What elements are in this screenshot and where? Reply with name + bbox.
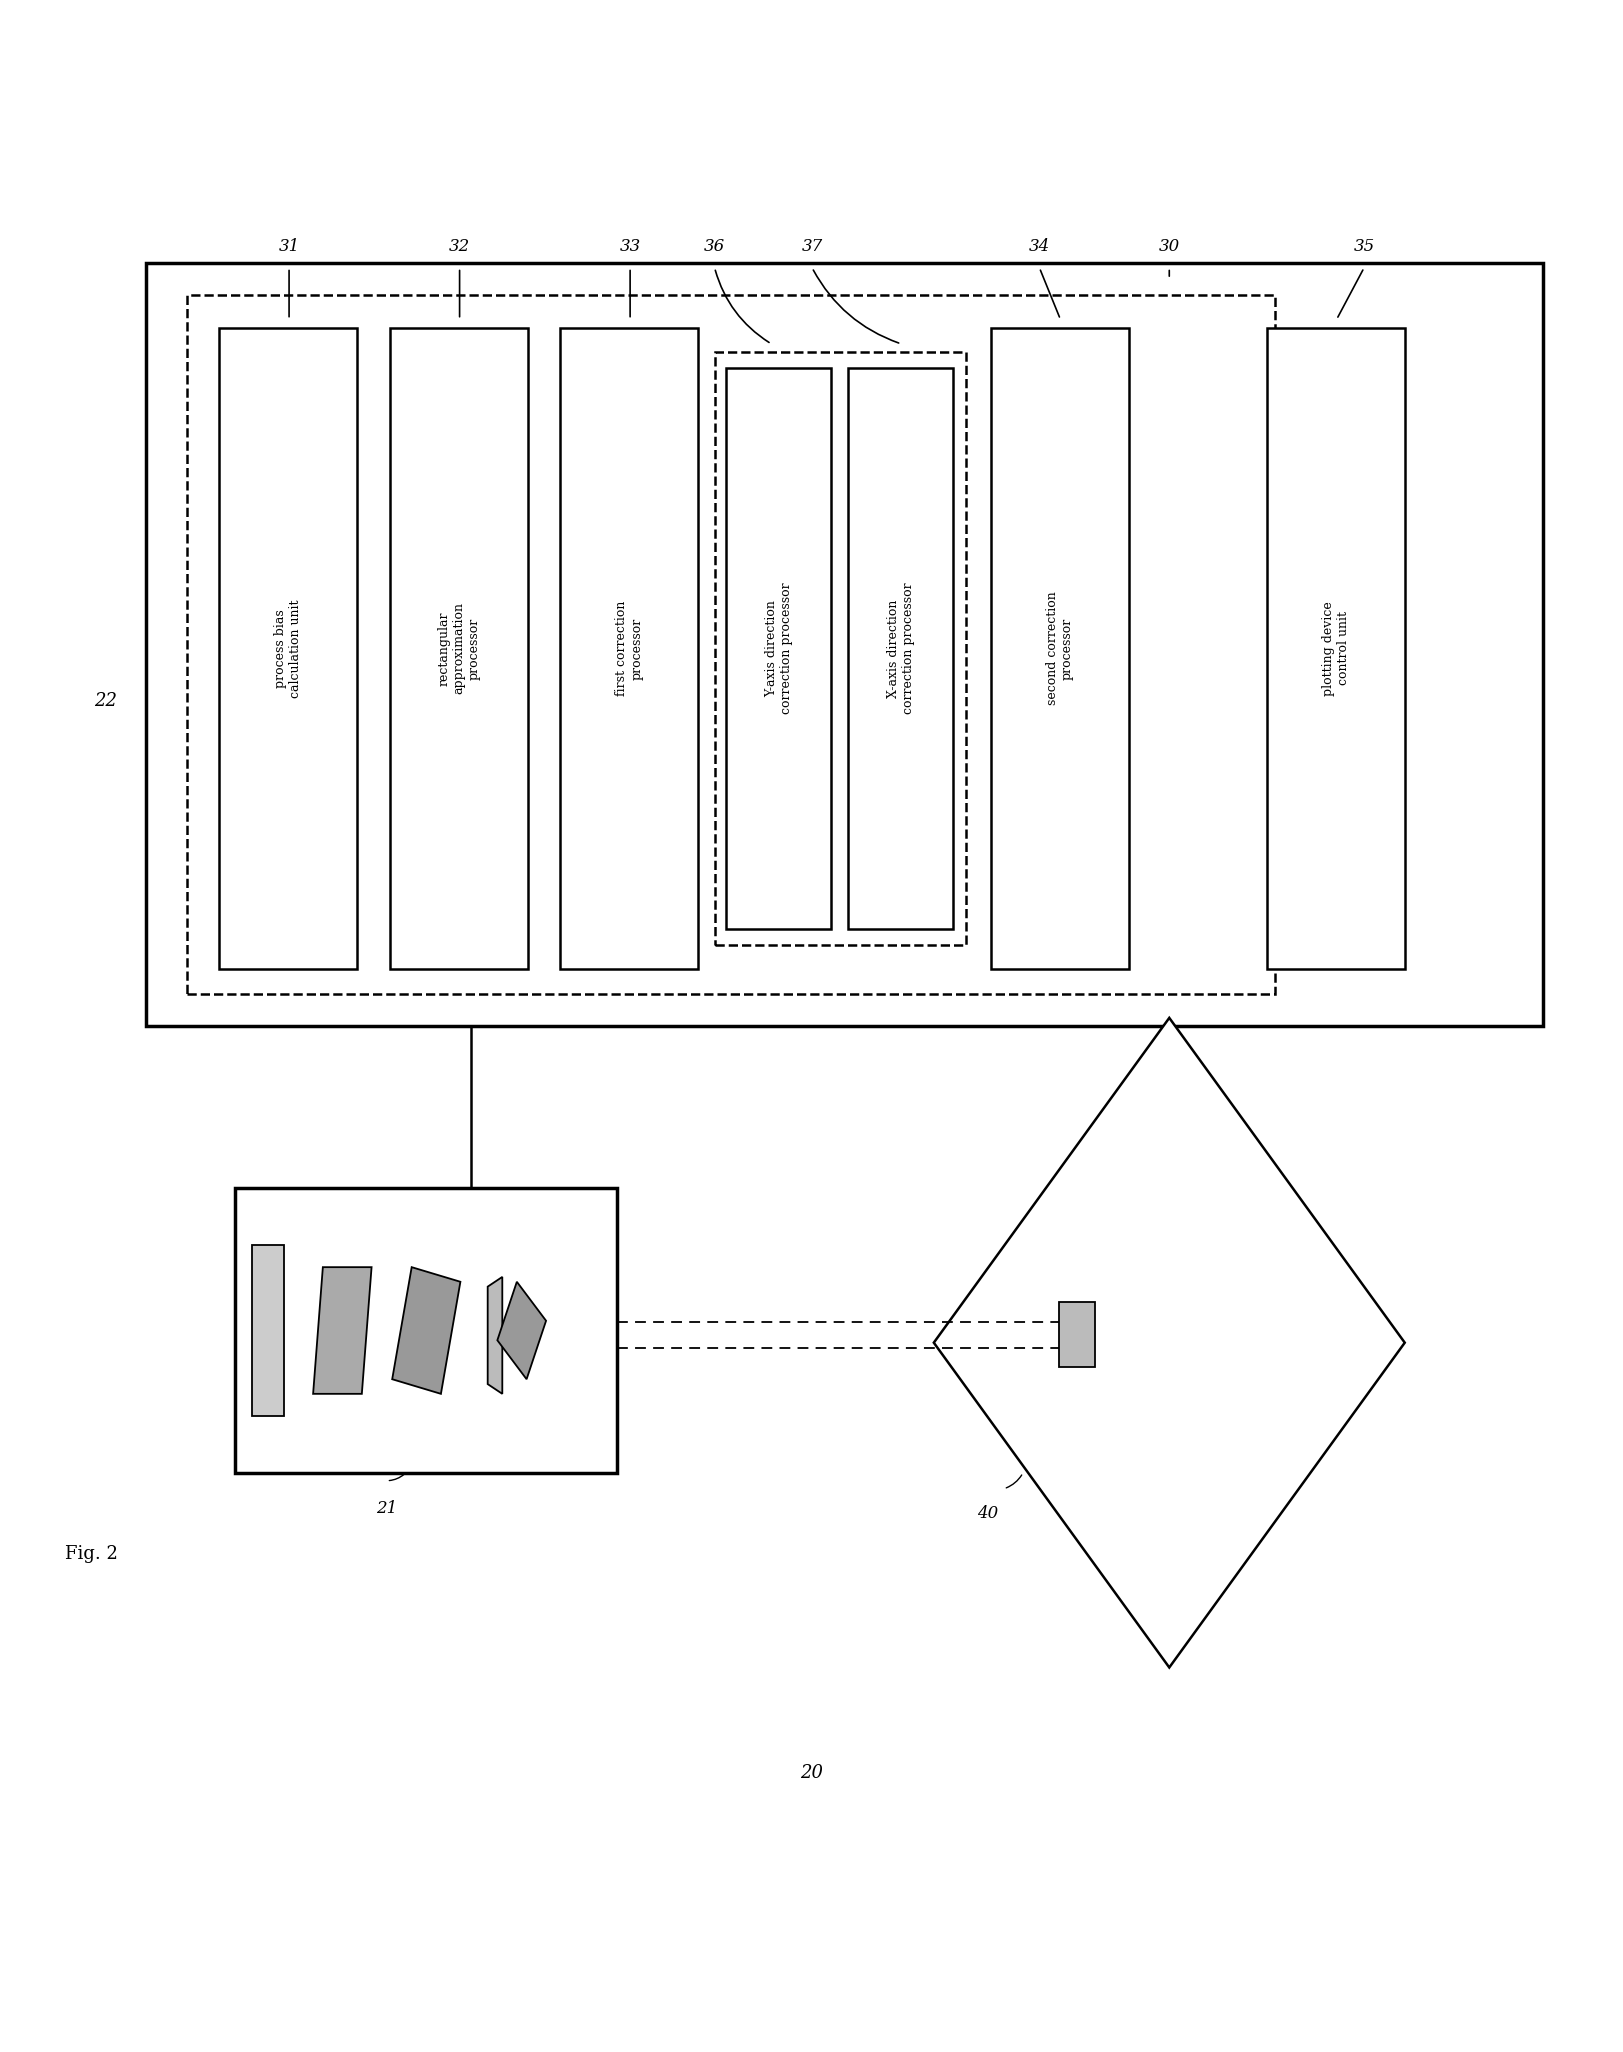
Text: 36: 36 — [703, 238, 725, 254]
Text: 35: 35 — [1352, 238, 1375, 254]
Text: 32: 32 — [448, 238, 471, 254]
Text: 37: 37 — [800, 238, 823, 254]
Text: first correction
processor: first correction processor — [615, 601, 643, 696]
Text: 34: 34 — [1027, 238, 1050, 254]
Text: X-axis direction
correction processor: X-axis direction correction processor — [886, 583, 914, 714]
Bar — [560, 328, 698, 969]
Polygon shape — [487, 1276, 502, 1393]
Bar — [1266, 328, 1404, 969]
Text: second correction
processor: second correction processor — [1045, 591, 1073, 706]
Bar — [990, 328, 1128, 969]
Bar — [235, 1188, 617, 1473]
Text: Y-axis direction
correction processor: Y-axis direction correction processor — [764, 583, 792, 714]
Polygon shape — [933, 1018, 1404, 1668]
Polygon shape — [313, 1268, 372, 1393]
Text: process bias
calculation unit: process bias calculation unit — [274, 599, 302, 698]
Text: 22: 22 — [94, 692, 117, 710]
Polygon shape — [391, 1268, 459, 1393]
Text: 31: 31 — [278, 238, 300, 254]
Text: plotting device
control unit: plotting device control unit — [1321, 601, 1349, 696]
Bar — [714, 353, 966, 944]
Text: 40: 40 — [975, 1504, 998, 1523]
Bar — [725, 367, 831, 930]
Polygon shape — [497, 1282, 545, 1379]
Text: 33: 33 — [618, 238, 641, 254]
Text: Fig. 2: Fig. 2 — [65, 1545, 118, 1564]
Bar — [390, 328, 527, 969]
Bar — [219, 328, 357, 969]
Text: 20: 20 — [800, 1765, 823, 1781]
Bar — [252, 1246, 284, 1416]
Bar — [1058, 1303, 1094, 1367]
Text: 21: 21 — [375, 1500, 398, 1516]
Bar — [187, 295, 1274, 993]
Bar — [847, 367, 953, 930]
Text: 30: 30 — [1157, 238, 1180, 254]
Bar — [146, 263, 1542, 1026]
Text: rectangular
approximation
processor: rectangular approximation processor — [437, 603, 480, 694]
